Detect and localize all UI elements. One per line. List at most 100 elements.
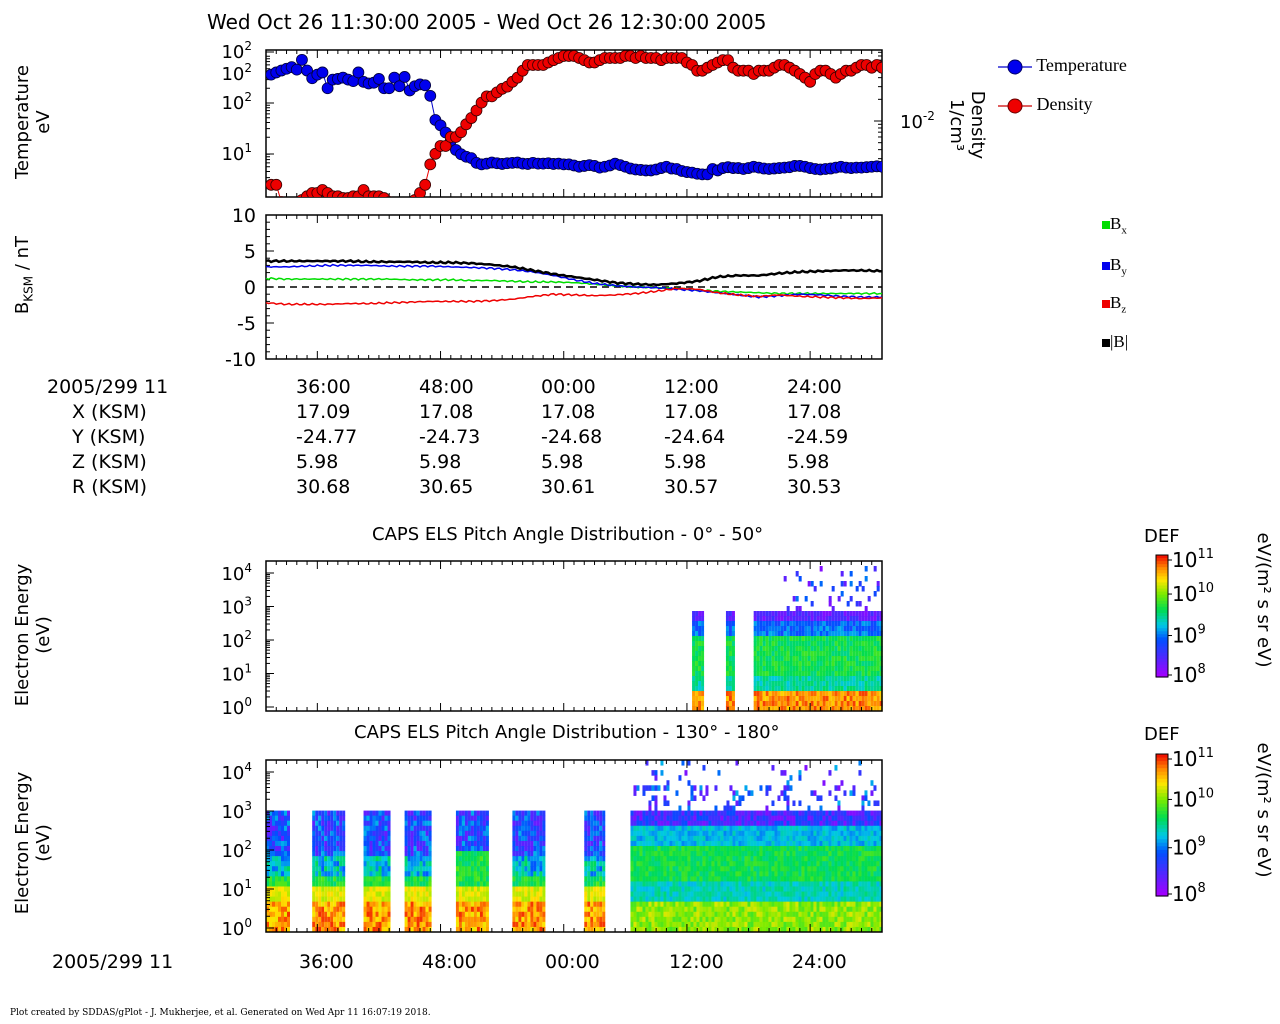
els-130-180-pixel [771, 846, 775, 852]
els-130-180-pixel [461, 866, 465, 872]
els-130-180-pixel [711, 906, 715, 913]
els-130-180-pixel [753, 815, 757, 822]
els-130-180-pixel [458, 921, 462, 928]
els-130-180-pixel [539, 911, 543, 918]
els-0-50-pixel [725, 661, 729, 667]
els-130-180-pixel [633, 866, 637, 872]
els-130-180-pixel [384, 840, 388, 847]
els-130-180-pixel [428, 891, 432, 898]
els-130-180-pixel [714, 876, 718, 882]
eph-r-3: 30.57 [664, 476, 719, 498]
els-130-180-pixel [672, 840, 676, 847]
els-130-180-pixel [518, 835, 522, 842]
els-0-50-ytick-label: 100 [221, 695, 252, 719]
els-130-180-pixel [387, 911, 391, 918]
els-130-180-pixel [786, 825, 790, 832]
els-130-180-pixel [717, 926, 721, 933]
els-0-50-pixel [798, 656, 802, 662]
els-130-180-pixel [696, 861, 700, 867]
els-0-50-pixel [870, 686, 874, 692]
els-0-50-ytick-label: 103 [221, 595, 252, 619]
els-130-180-pixel [636, 881, 640, 887]
els-130-180-pixel [315, 886, 319, 893]
els-130-180-pixel [485, 810, 489, 817]
els-130-180-pixel [524, 810, 528, 817]
els-0-50-pixel [861, 696, 865, 702]
els-130-180-pixel [422, 856, 426, 862]
els-130-180-pixel [410, 916, 414, 923]
els-130-180-pixel [804, 835, 808, 842]
els-130-180-pixel [428, 866, 432, 872]
els-0-50-pixel [813, 701, 817, 707]
els-0-50-pixel [849, 671, 853, 677]
els-130-180-pixel [690, 856, 694, 862]
els-0-50-pixel [858, 636, 862, 642]
els-0-50-pixel [861, 636, 865, 642]
els-130-180-pixel [287, 916, 290, 923]
els-130-180-pixel [387, 840, 391, 847]
els-130-180-pixel [464, 846, 468, 852]
els-0-50-pixel [789, 686, 793, 692]
els-130-180-pixel [792, 825, 796, 832]
els-130-180-pixel [372, 840, 376, 847]
els-0-50-pixel [819, 631, 823, 637]
els-130-180-pixel [744, 881, 748, 887]
els-0-50-pixel [786, 656, 790, 662]
els-130-180-pixel [419, 830, 423, 837]
els-130-180-pixel [275, 835, 278, 842]
els-130-180-pixel [342, 891, 346, 898]
els-0-50-pixel [864, 626, 868, 632]
els-130-180-pixel [333, 896, 337, 903]
els-130-180-pixel [633, 876, 637, 882]
footer-credit: Plot created by SDDAS/gPlot - J. Mukherj… [10, 1008, 431, 1018]
els-130-180-pixel [642, 866, 646, 872]
els-130-180-pixel [774, 810, 778, 817]
els-130-180-pixel [330, 866, 334, 872]
els-130-180-pixel [642, 921, 646, 928]
els-130-180-pixel [542, 911, 546, 918]
els-130-180-pixel [693, 891, 697, 898]
els-0-50-pixel [864, 576, 868, 582]
els-0-50-pixel [759, 661, 763, 667]
els-0-50-pixel [692, 651, 696, 657]
els-130-180-pixel [705, 825, 709, 832]
els-130-180-pixel [636, 846, 640, 852]
els-130-180-pixel [596, 911, 600, 918]
els-130-180-pixel [530, 856, 534, 862]
els-0-50-pixel [840, 626, 844, 632]
els-130-180-pixel [663, 926, 667, 933]
els-130-180-pixel [422, 896, 426, 903]
els-0-50-pixel [849, 681, 853, 687]
els-0-50-pixel [822, 661, 826, 667]
els-130-180-pixel [648, 815, 652, 822]
els-130-180-pixel [410, 911, 414, 918]
els-130-180-pixel [645, 866, 649, 872]
els-130-180-pixel [732, 790, 736, 796]
els-130-180-pixel [675, 886, 679, 893]
els-130-180-pixel [642, 861, 646, 867]
els-130-180-pixel [765, 871, 769, 877]
els-130-180-pixel [657, 815, 661, 822]
els-130-180-pixel [479, 856, 483, 862]
els-130-180-pixel [735, 871, 739, 877]
els-130-180-pixel [599, 911, 603, 918]
els-130-180-pixel [518, 810, 522, 817]
els-130-180-pixel [678, 861, 682, 867]
els-0-50-pixel [786, 661, 790, 667]
els-0-50-pixel [849, 616, 853, 622]
els-130-180-pixel [750, 916, 754, 923]
els-130-180-pixel [663, 896, 667, 903]
els-0-50-pixel [855, 696, 859, 702]
els-130-180-pixel [339, 896, 343, 903]
els-130-180-pixel [717, 876, 721, 882]
els-130-180-pixel [584, 901, 588, 908]
els-130-180-pixel [419, 851, 423, 857]
els-130-180-pixel [536, 906, 540, 913]
els-130-180-pixel [783, 886, 787, 893]
els-0-50-pixel [861, 611, 865, 617]
els-0-50-pixel [756, 686, 760, 692]
els-130-180-pixel [708, 851, 712, 857]
els-130-180-pixel [315, 810, 319, 817]
els-130-180-pixel [750, 835, 754, 842]
els-130-180-pixel [636, 830, 640, 837]
